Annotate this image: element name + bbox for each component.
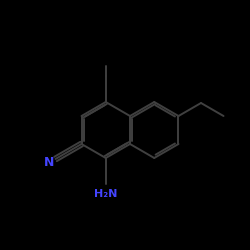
Text: N: N (44, 156, 55, 169)
Text: H₂N: H₂N (94, 189, 118, 199)
